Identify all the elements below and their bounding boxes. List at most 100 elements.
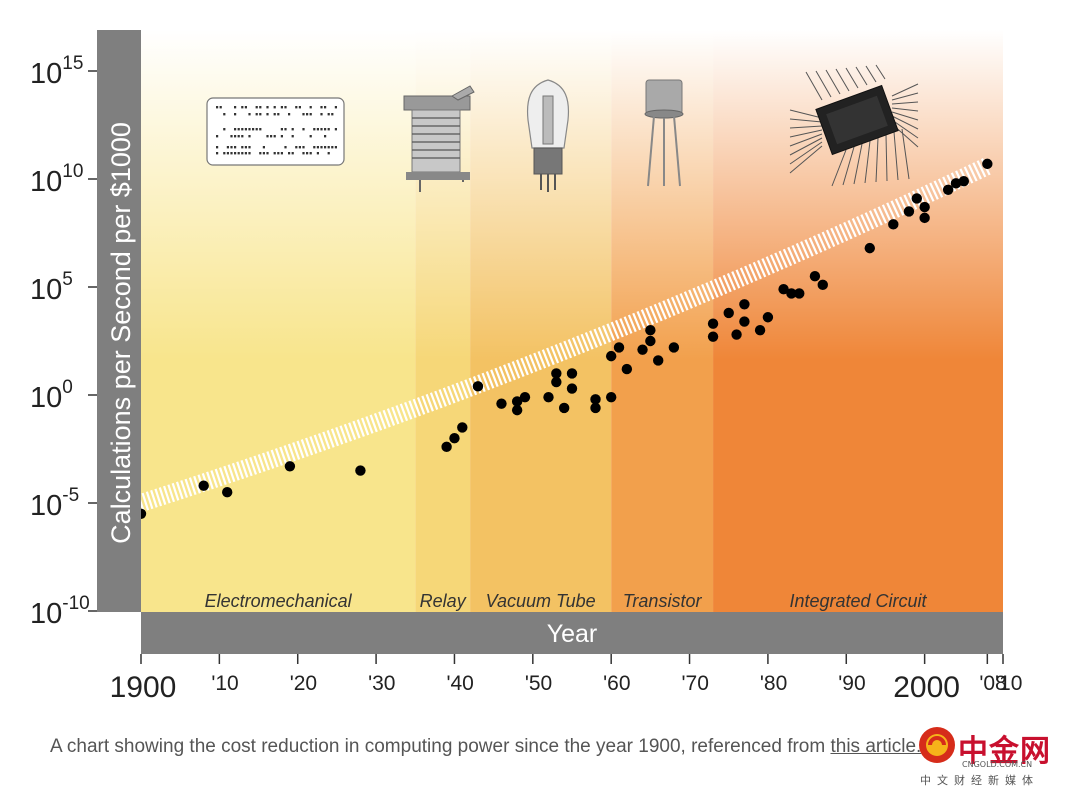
x-tick-label-4: '40 [446, 672, 473, 695]
trend-stripe [408, 400, 417, 418]
trend-stripe [300, 439, 309, 457]
trend-stripe [563, 340, 573, 359]
data-point-9 [496, 398, 507, 409]
trend-stripe [365, 416, 374, 434]
data-point-39 [786, 288, 797, 299]
trend-stripe [722, 274, 732, 293]
data-point-42 [817, 279, 828, 291]
trend-stripe [193, 475, 201, 494]
trend-stripe [662, 300, 672, 318]
trend-stripe [438, 389, 447, 407]
trend-stripe [967, 164, 978, 182]
relay-icon [403, 85, 475, 192]
trend-stripe [150, 489, 158, 508]
y-tick-label-4: 10-5 [30, 485, 79, 522]
trend-stripe [481, 372, 491, 391]
data-point-28 [653, 355, 664, 366]
trend-stripe [546, 347, 555, 366]
trend-stripe [343, 423, 352, 442]
trend-stripe [447, 385, 456, 404]
trend-stripe [817, 233, 827, 251]
x-tick-label-9: '90 [838, 672, 865, 695]
trend-stripe [757, 260, 767, 278]
x-tick-label-7: '70 [682, 672, 709, 695]
trend-stripe [175, 481, 184, 500]
trend-stripe [576, 335, 585, 354]
trend-stripe [429, 392, 439, 410]
trend-stripe [683, 291, 693, 309]
caption-article-link[interactable]: this article. [830, 736, 922, 757]
trend-stripe [442, 387, 452, 406]
trend-stripe [352, 420, 361, 439]
data-point-12 [519, 391, 531, 403]
trend-stripe [322, 431, 331, 450]
trend-stripe [800, 241, 810, 259]
trend-stripe [236, 461, 245, 480]
y-tick-label-0: 1015 [30, 53, 83, 90]
chart-caption: A chart showing the cost reduction in co… [50, 736, 921, 758]
trend-stripe [386, 408, 396, 426]
trend-stripe [705, 282, 715, 300]
trend-stripe [257, 454, 266, 472]
trend-stripe [305, 437, 314, 456]
trend-stripe [227, 464, 236, 483]
trend-stripe [843, 221, 853, 240]
trend-stripe [597, 326, 607, 345]
trend-stripe [645, 307, 655, 325]
trend-stripe [249, 457, 258, 475]
trend-stripe [240, 459, 249, 478]
trend-stripe [218, 467, 227, 486]
trend-stripe [679, 293, 689, 311]
data-point-51 [958, 175, 970, 187]
trend-stripe [856, 216, 866, 234]
data-point-40 [794, 288, 805, 299]
trend-stripe [670, 296, 680, 315]
trend-stripe [692, 287, 702, 306]
era-label-4: Integrated Circuit [789, 591, 927, 611]
computing-power-chart: Calculations per Second per $1000 Year 1… [30, 30, 1022, 704]
data-point-2 [222, 487, 233, 498]
data-point-24 [621, 363, 633, 375]
trend-stripe [369, 414, 378, 433]
trend-stripe [412, 398, 422, 417]
trend-stripe [976, 160, 987, 178]
data-point-52 [982, 158, 993, 170]
trend-stripe [748, 263, 758, 282]
integrated-circuit-icon [789, 64, 919, 187]
trend-stripe [292, 442, 301, 460]
trend-stripe [511, 361, 521, 379]
trend-stripe [210, 470, 219, 488]
trend-stripe [580, 333, 590, 352]
data-point-20 [590, 394, 601, 405]
trend-stripe [567, 339, 577, 357]
data-point-22 [605, 391, 617, 403]
trend-stripe [356, 419, 365, 437]
trend-stripe [503, 364, 512, 383]
trend-stripe [920, 186, 931, 204]
trend-stripe [451, 384, 460, 402]
trend-stripe [675, 294, 685, 313]
trend-stripe [778, 250, 788, 268]
trend-stripe [752, 261, 762, 280]
trend-stripe [774, 252, 784, 270]
watermark-title: 中金网 [958, 734, 1051, 769]
trend-stripe [640, 309, 650, 327]
trend-stripe [507, 362, 516, 381]
y-axis-ticks: 1015 1010 105 100 10-5 10-10 [30, 53, 97, 630]
trend-stripe [485, 371, 495, 389]
trend-stripe [378, 411, 387, 430]
data-point-45 [903, 206, 915, 217]
trend-stripe [317, 433, 327, 451]
x-tick-label-3: '30 [368, 672, 395, 695]
trend-stripe [709, 280, 719, 298]
watermark-domain: CNGOLD.COM.CN [962, 760, 1033, 769]
watermark-tagline: 中文财经新媒体 [920, 774, 1039, 787]
trend-stripe [658, 302, 667, 320]
trend-stripe [455, 382, 465, 401]
trend-stripe [270, 449, 279, 468]
data-point-10 [511, 404, 523, 416]
data-point-16 [558, 402, 570, 414]
data-point-14 [551, 376, 562, 388]
trend-stripe [421, 395, 430, 414]
trend-stripe [494, 367, 504, 386]
